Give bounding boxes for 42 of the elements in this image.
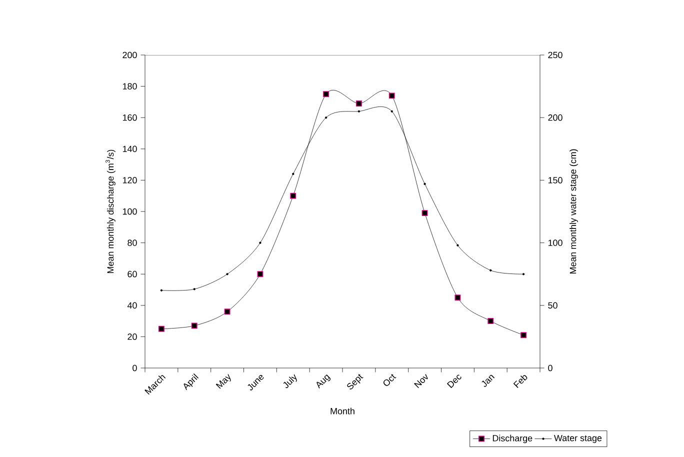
x-tick-label: Nov xyxy=(414,374,428,388)
point xyxy=(422,210,428,216)
x-axis-title: Month xyxy=(330,408,354,414)
y-tick-label: 60 xyxy=(128,270,137,278)
point xyxy=(290,192,296,199)
point xyxy=(356,100,362,107)
y-tick-label: 40 xyxy=(127,302,137,309)
x-tick-label: May xyxy=(216,374,231,389)
legend-label: Discharge xyxy=(492,434,532,444)
y-tick-label: 180 xyxy=(122,83,137,90)
y-tick-label: 80 xyxy=(128,240,137,246)
point xyxy=(257,271,264,278)
point xyxy=(388,92,395,99)
x-tick-label: Dec xyxy=(446,374,462,388)
x-tick-label: Feb xyxy=(513,375,528,388)
y-tick-label: 0 xyxy=(132,364,137,372)
point xyxy=(158,326,164,332)
y-tick-label: 200 xyxy=(122,52,137,58)
y-tick-label: 20 xyxy=(128,334,137,340)
point xyxy=(191,322,198,329)
y-tick-label: 160 xyxy=(122,114,137,121)
y2-axis-title: Mean monthly water stage (cm) xyxy=(570,149,578,274)
x-tick-label: July xyxy=(283,374,297,388)
point xyxy=(488,318,494,324)
point xyxy=(224,308,230,315)
y-axis-title: Mean monthly discharge (m$^{3}$/s) xyxy=(106,150,116,273)
point xyxy=(323,91,330,98)
y2-tick-label: 50 xyxy=(548,302,558,309)
y2-tick-label: 100 xyxy=(548,240,562,246)
y2-tick-label: 150 xyxy=(548,177,562,184)
y2-tick-label: 250 xyxy=(548,52,562,58)
x-tick-label: Aug xyxy=(316,374,331,389)
y-tick-label: 100 xyxy=(122,208,137,215)
legend-label: Water stage xyxy=(554,434,602,443)
y-tick-label: 120 xyxy=(122,177,137,184)
y-tick-label: 140 xyxy=(122,146,137,152)
x-tick-label: Jan xyxy=(482,374,495,387)
y2-tick-label: 200 xyxy=(548,114,562,121)
x-tick-label: Oct xyxy=(383,374,396,386)
point xyxy=(520,332,527,338)
point xyxy=(454,294,461,301)
y2-tick-label: 0 xyxy=(548,364,552,372)
